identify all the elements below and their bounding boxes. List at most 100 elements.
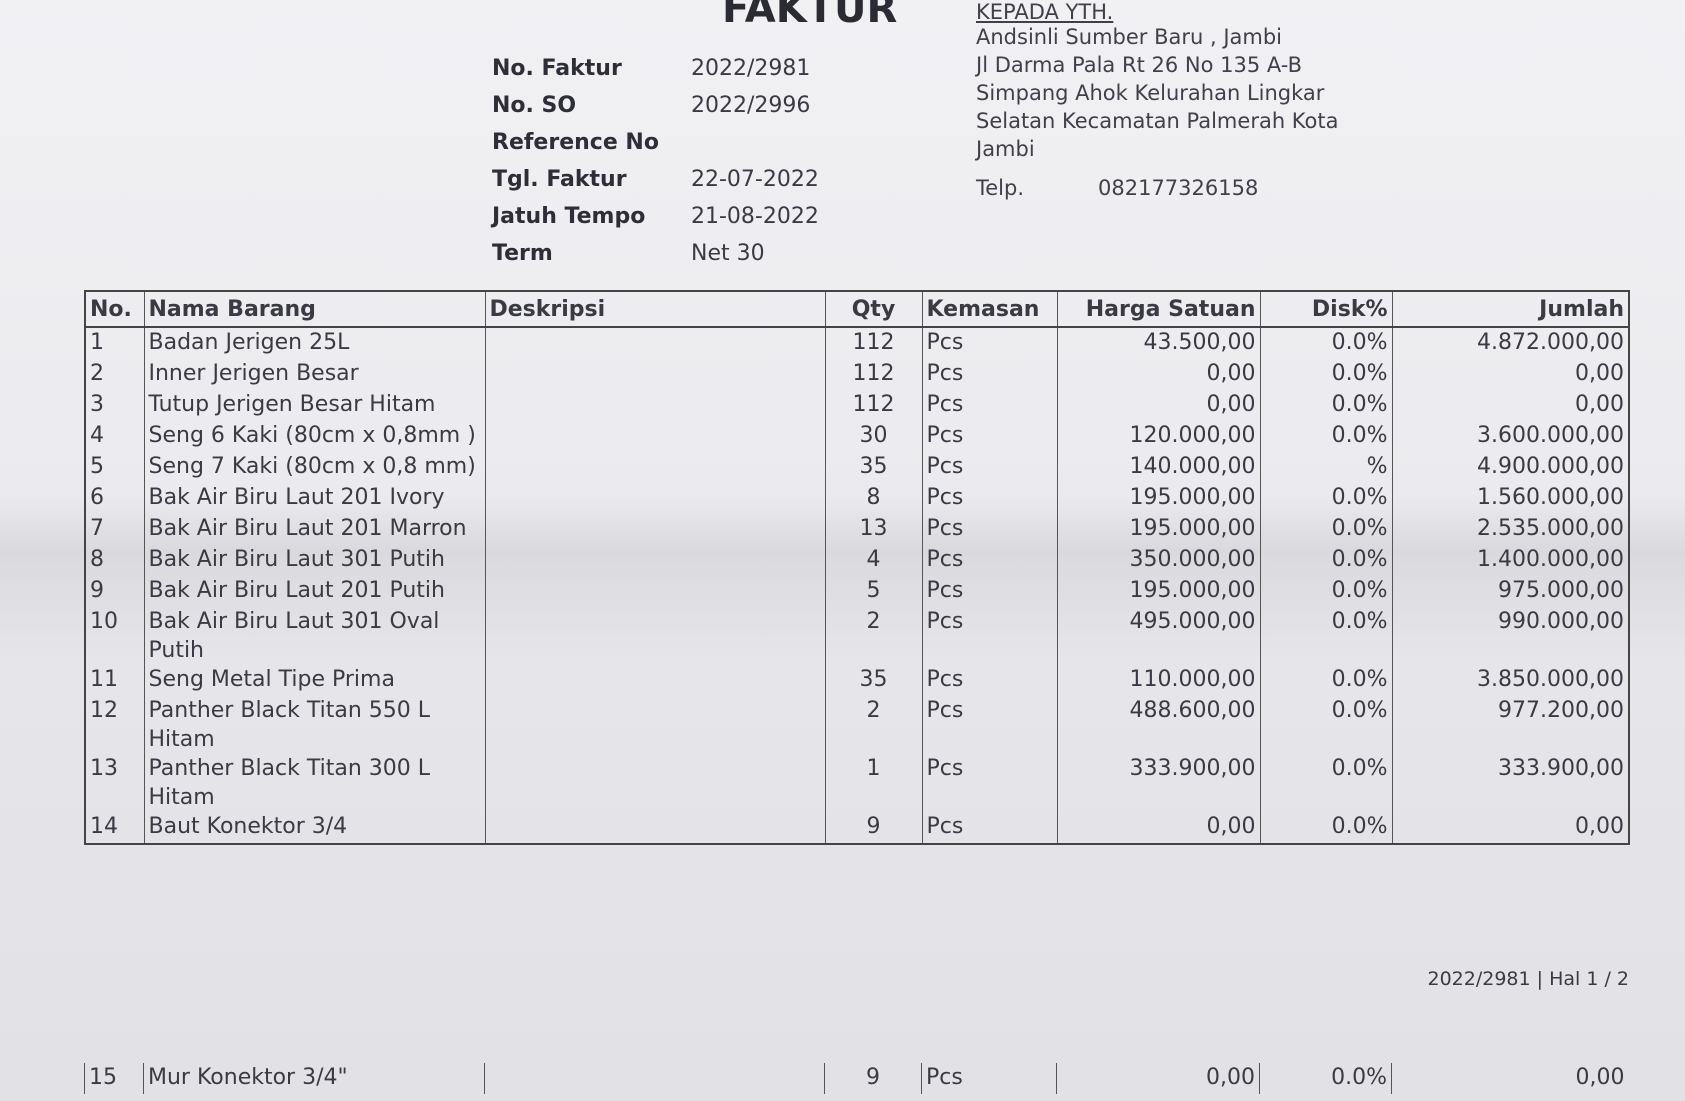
cell: [484, 1063, 825, 1094]
cell: [484, 514, 825, 545]
column-header: Qty: [824, 291, 922, 328]
cell: Pcs: [921, 1063, 1057, 1094]
column-header: Jumlah: [1391, 291, 1629, 328]
cell: 9: [824, 1063, 922, 1094]
cell: 2: [824, 696, 922, 754]
cell: 195.000,00: [1056, 483, 1260, 514]
cell: 3.850.000,00: [1391, 665, 1629, 696]
cell: Pcs: [921, 327, 1057, 359]
cell: 120.000,00: [1056, 421, 1260, 452]
column-header: Deskripsi: [484, 291, 825, 328]
cell: 3.600.000,00: [1391, 421, 1629, 452]
cell: 5: [824, 576, 922, 607]
cell: 1: [84, 327, 144, 359]
recipient-line: Selatan Kecamatan Palmerah Kota: [976, 109, 1339, 133]
cell: [484, 812, 825, 844]
cell: 0.0%: [1259, 696, 1392, 754]
cell: 9: [824, 812, 922, 844]
page-ref: 2022/2981 | Hal 1 / 2: [1427, 968, 1630, 990]
cell: 0.0%: [1259, 545, 1392, 576]
column-header: Disk%: [1259, 291, 1392, 328]
cell: Panther Black Titan 550 L Hitam: [143, 696, 485, 754]
field-label: Jatuh Tempo: [492, 204, 646, 229]
recipient-heading: KEPADA YTH.: [976, 0, 1114, 24]
cell: 5: [84, 452, 144, 483]
cell: 488.600,00: [1056, 696, 1260, 754]
recipient-line: Jambi: [976, 137, 1035, 161]
cell: 0,00: [1391, 359, 1629, 390]
row: 5 Seng 7 Kaki (80cm x 0,8 mm) 35 Pcs 140.000…: [84, 452, 1629, 483]
cell: [484, 327, 825, 359]
cell: [484, 665, 825, 696]
cell: 975.000,00: [1391, 576, 1629, 607]
phone-label: Telp.: [976, 176, 1025, 200]
column-header: No.: [84, 291, 144, 328]
cell: 0.0%: [1259, 421, 1392, 452]
cell: Pcs: [921, 607, 1057, 665]
cell: Panther Black Titan 300 L Hitam: [143, 754, 485, 812]
cell: Pcs: [921, 452, 1057, 483]
row: 6 Bak Air Biru Laut 201 Ivory 8 Pcs 195.000,…: [84, 483, 1629, 514]
cell: 0,00: [1056, 390, 1260, 421]
cell: 15: [84, 1063, 144, 1094]
cell: Bak Air Biru Laut 201 Putih: [143, 576, 485, 607]
cell: [484, 452, 825, 483]
cell: 990.000,00: [1391, 607, 1629, 665]
cell: [484, 607, 825, 665]
cell: 11: [84, 665, 144, 696]
cell: 112: [824, 327, 922, 359]
cell: Pcs: [921, 359, 1057, 390]
cell: [484, 359, 825, 390]
cell: 1.560.000,00: [1391, 483, 1629, 514]
field-label: Reference No: [492, 130, 659, 155]
row: 9 Bak Air Biru Laut 201 Putih 5 Pcs 195.000,…: [84, 576, 1629, 607]
cell: 0.0%: [1259, 812, 1392, 844]
cell: 112: [824, 359, 922, 390]
cell: 0.0%: [1259, 390, 1392, 421]
cell: 0.0%: [1259, 514, 1392, 545]
cell: Baut Konektor 3/4: [143, 812, 485, 844]
cell: 195.000,00: [1056, 514, 1260, 545]
cell: Inner Jerigen Besar: [143, 359, 485, 390]
cell: 4.900.000,00: [1391, 452, 1629, 483]
cell: 1: [824, 754, 922, 812]
recipient-line: Andsinli Sumber Baru , Jambi: [976, 25, 1283, 49]
cell: Pcs: [921, 696, 1057, 754]
cell: 350.000,00: [1056, 545, 1260, 576]
column-header: Kemasan: [921, 291, 1057, 328]
cell: 977.200,00: [1391, 696, 1629, 754]
row: 10 Bak Air Biru Laut 301 Oval Putih 2 Pcs 49…: [84, 607, 1629, 665]
items-table: No. Nama Barang Deskripsi Qty Kemasan Harga S…: [84, 290, 1630, 845]
cell: 0,00: [1056, 1063, 1260, 1094]
cell: Pcs: [921, 514, 1057, 545]
cell: [484, 545, 825, 576]
cell: Pcs: [921, 665, 1057, 696]
cell: Pcs: [921, 483, 1057, 514]
cell: 0,00: [1391, 1063, 1629, 1094]
cell: 35: [824, 452, 922, 483]
field-value: 21-08-2022: [691, 204, 819, 229]
cell: 7: [84, 514, 144, 545]
cell: [484, 390, 825, 421]
row: 12 Panther Black Titan 550 L Hitam 2 Pcs 488…: [84, 696, 1629, 754]
cell: 2.535.000,00: [1391, 514, 1629, 545]
cell: 4.872.000,00: [1391, 327, 1629, 359]
row: 13 Panther Black Titan 300 L Hitam 1 Pcs 333…: [84, 754, 1629, 812]
cell: 0.0%: [1259, 576, 1392, 607]
row: 3 Tutup Jerigen Besar Hitam 112 Pcs 0,00 0.0%…: [84, 390, 1629, 421]
continued-table: 15 Mur Konektor 3/4" 9 Pcs 0,00 0.0% 0,00: [84, 1063, 1629, 1094]
row: 1 Badan Jerigen 25L 112 Pcs 43.500,00 0.0% 4.8…: [84, 327, 1629, 359]
cell: Pcs: [921, 390, 1057, 421]
cell: Pcs: [921, 545, 1057, 576]
cell: 1.400.000,00: [1391, 545, 1629, 576]
cell: Pcs: [921, 421, 1057, 452]
field-label: No. SO: [492, 93, 577, 118]
row: 7 Bak Air Biru Laut 201 Marron 13 Pcs 195.00…: [84, 514, 1629, 545]
cell: 0.0%: [1259, 607, 1392, 665]
cell: 35: [824, 665, 922, 696]
cell: [484, 576, 825, 607]
cell: [484, 696, 825, 754]
cell: 9: [84, 576, 144, 607]
field-label: Tgl. Faktur: [492, 167, 627, 192]
